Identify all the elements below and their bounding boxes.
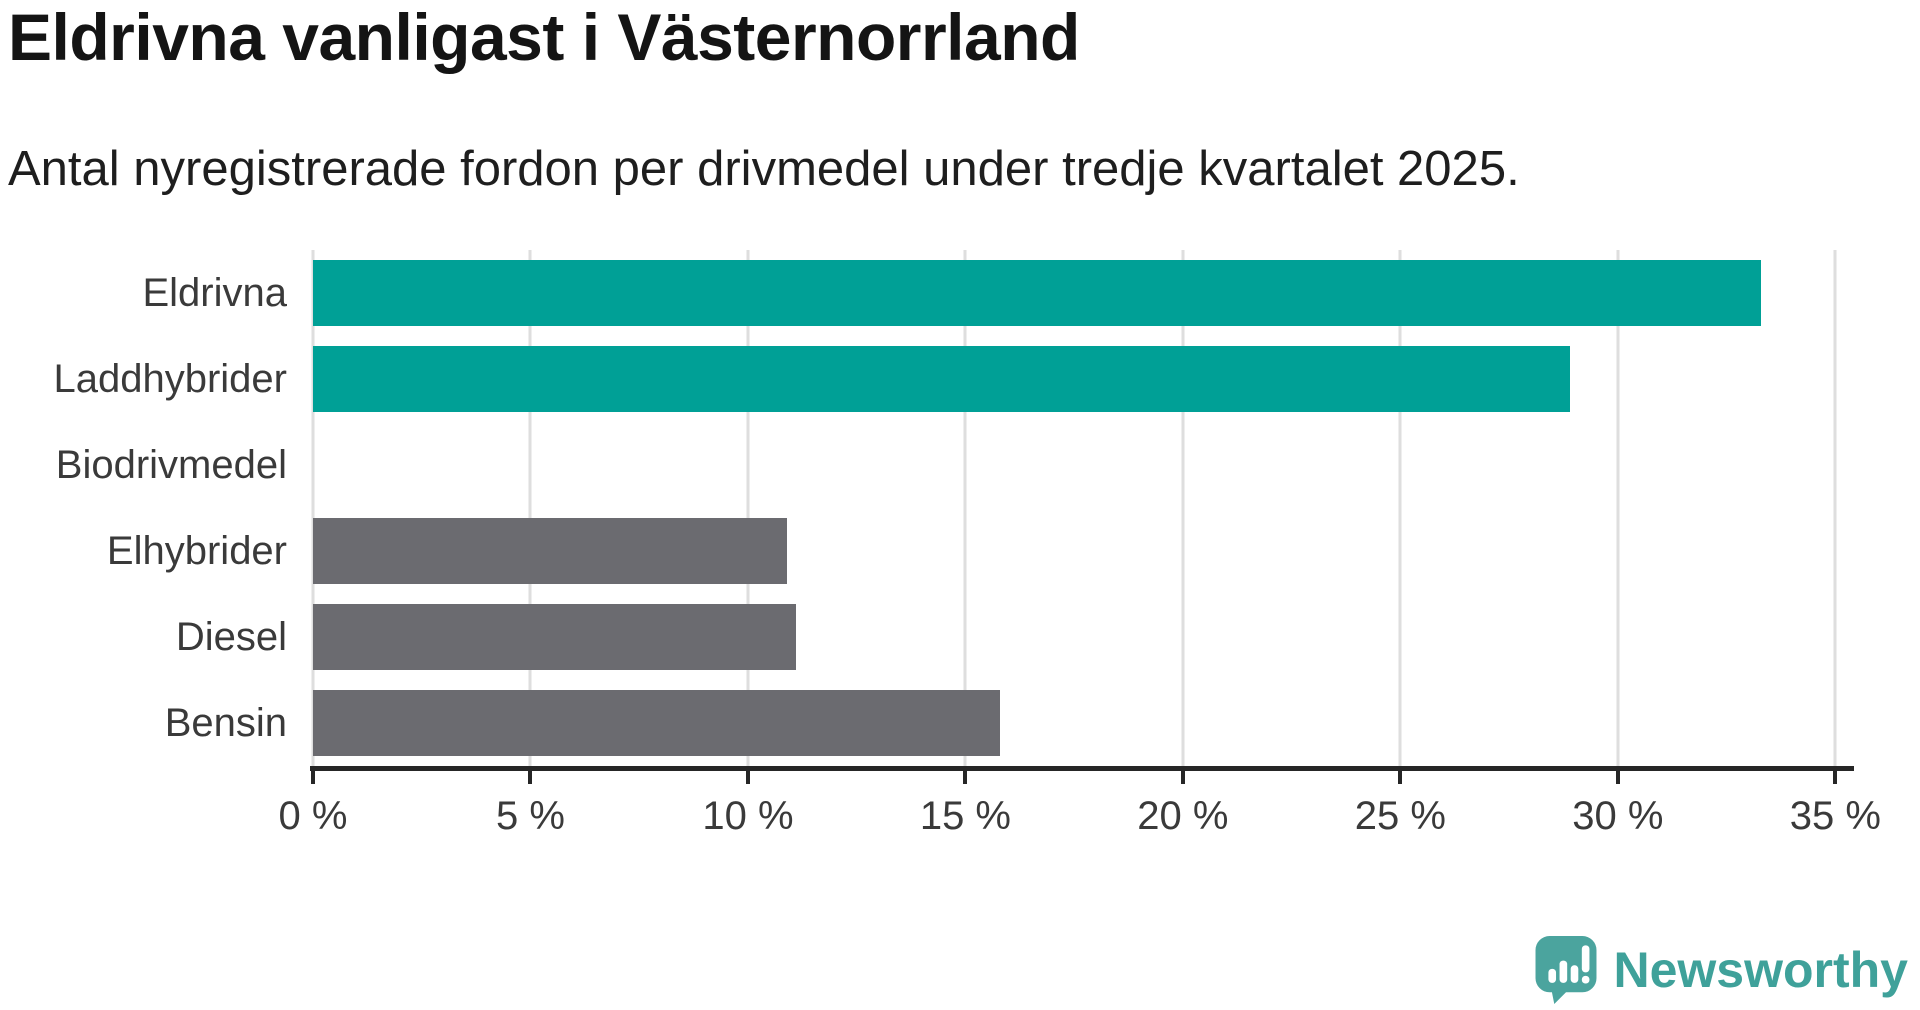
gridline (1833, 250, 1837, 766)
gridline (1181, 250, 1185, 766)
bar (313, 604, 796, 670)
chart-subtitle: Antal nyregistrerade fordon per drivmede… (8, 142, 1520, 196)
chart-bar-tall (1560, 960, 1568, 983)
chart-row: Eldrivna (0, 250, 1844, 336)
category-label: Elhybrider (106, 528, 287, 573)
x-axis-tick (1398, 771, 1403, 784)
x-axis-tick-label: 35 % (1789, 794, 1881, 838)
gridline (1616, 250, 1620, 766)
bar-track (313, 260, 1844, 326)
chart-row: Laddhybrider (0, 336, 1844, 422)
chart-row: Bensin (0, 680, 1844, 766)
newsworthy-speech-bubble-chart-icon (1536, 936, 1597, 1004)
exclamation-dot (1582, 975, 1590, 984)
gridline (528, 250, 532, 766)
brand-footer: Newsworthy (1535, 936, 1908, 1004)
category-label: Bensin (164, 700, 287, 745)
category-label: Laddhybrider (53, 356, 288, 401)
category-label: Diesel (175, 614, 287, 659)
brand-wordmark: Newsworthy (1613, 942, 1908, 998)
category-label: Eldrivna (142, 270, 287, 315)
x-axis-tick-label: 25 % (1354, 794, 1446, 838)
x-axis-tick (1615, 771, 1620, 784)
bar (313, 260, 1762, 326)
bar-track (313, 604, 1844, 670)
x-axis-tick (528, 771, 533, 784)
chart-title: Eldrivna vanligast i Västernorrland (8, 0, 1080, 74)
x-axis-tick (963, 771, 968, 784)
gridline-layer (311, 250, 1844, 766)
bar-track (313, 518, 1844, 584)
x-axis-line (310, 766, 1854, 771)
chart-row: Diesel (0, 594, 1844, 680)
x-axis-tick (1833, 771, 1838, 784)
bar (313, 346, 1570, 412)
x-axis-tick-label: 15 % (919, 794, 1011, 838)
x-axis-tick (311, 771, 315, 784)
x-axis: 0 % 5 % 10 % 15 % 20 % 25 % 30 % 35 % (279, 766, 1881, 876)
x-axis-tick-label: 20 % (1137, 794, 1229, 838)
gridline (746, 250, 750, 766)
chart-bar-mid (1571, 965, 1579, 983)
bar-track (313, 690, 1844, 756)
x-axis-tick (745, 771, 750, 784)
bar (313, 690, 1001, 756)
bar (313, 518, 788, 584)
bar-chart: Eldrivna Laddhybrider Biodrivmedel Elhyb… (0, 250, 1844, 766)
x-axis-tick-label: 30 % (1572, 794, 1664, 838)
category-label: Biodrivmedel (55, 442, 287, 487)
gridline (1398, 250, 1402, 766)
chart-row: Elhybrider (0, 508, 1844, 594)
chart-bar-small (1548, 968, 1557, 983)
gridline (311, 250, 315, 766)
bar-track (313, 346, 1844, 412)
x-axis-tick (1180, 771, 1185, 784)
x-axis-tick-label: 10 % (702, 794, 794, 838)
gridline (963, 250, 967, 766)
x-axis-tick-label: 5 % (496, 794, 565, 838)
x-axis-tick-label: 0 % (278, 794, 348, 838)
bar-track (313, 432, 1844, 498)
exclamation-stem (1582, 945, 1590, 973)
chart-row: Biodrivmedel (0, 422, 1844, 508)
